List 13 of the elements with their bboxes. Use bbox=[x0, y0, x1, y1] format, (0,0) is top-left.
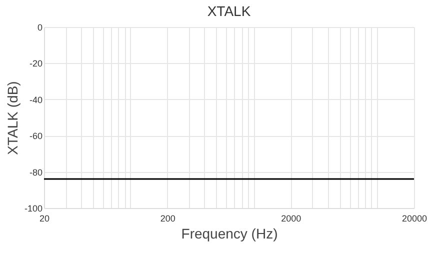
x-tick-label: 200 bbox=[160, 214, 176, 224]
y-tick-label: -40 bbox=[29, 94, 42, 105]
x-tick-label: 20000 bbox=[402, 214, 428, 224]
y-tick-label: 0 bbox=[37, 22, 42, 32]
x-tick-label: 20 bbox=[39, 214, 50, 224]
y-tick-label: -20 bbox=[29, 58, 42, 69]
chart-title: XTALK bbox=[207, 3, 252, 19]
y-tick-label: -100 bbox=[24, 204, 42, 214]
x-tick-label: 2000 bbox=[281, 214, 302, 224]
x-axis-title: Frequency (Hz) bbox=[181, 226, 278, 242]
y-tick-label: -80 bbox=[29, 167, 42, 178]
y-axis-title: XTALK (dB) bbox=[4, 81, 20, 155]
y-tick-label: -60 bbox=[29, 131, 42, 142]
